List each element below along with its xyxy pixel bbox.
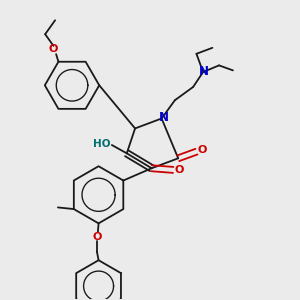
Text: N: N bbox=[199, 64, 209, 77]
Text: O: O bbox=[49, 44, 58, 54]
Text: O: O bbox=[198, 145, 207, 155]
Text: N: N bbox=[159, 111, 169, 124]
Text: O: O bbox=[175, 165, 184, 175]
Text: HO: HO bbox=[93, 140, 111, 149]
Text: O: O bbox=[92, 232, 102, 242]
